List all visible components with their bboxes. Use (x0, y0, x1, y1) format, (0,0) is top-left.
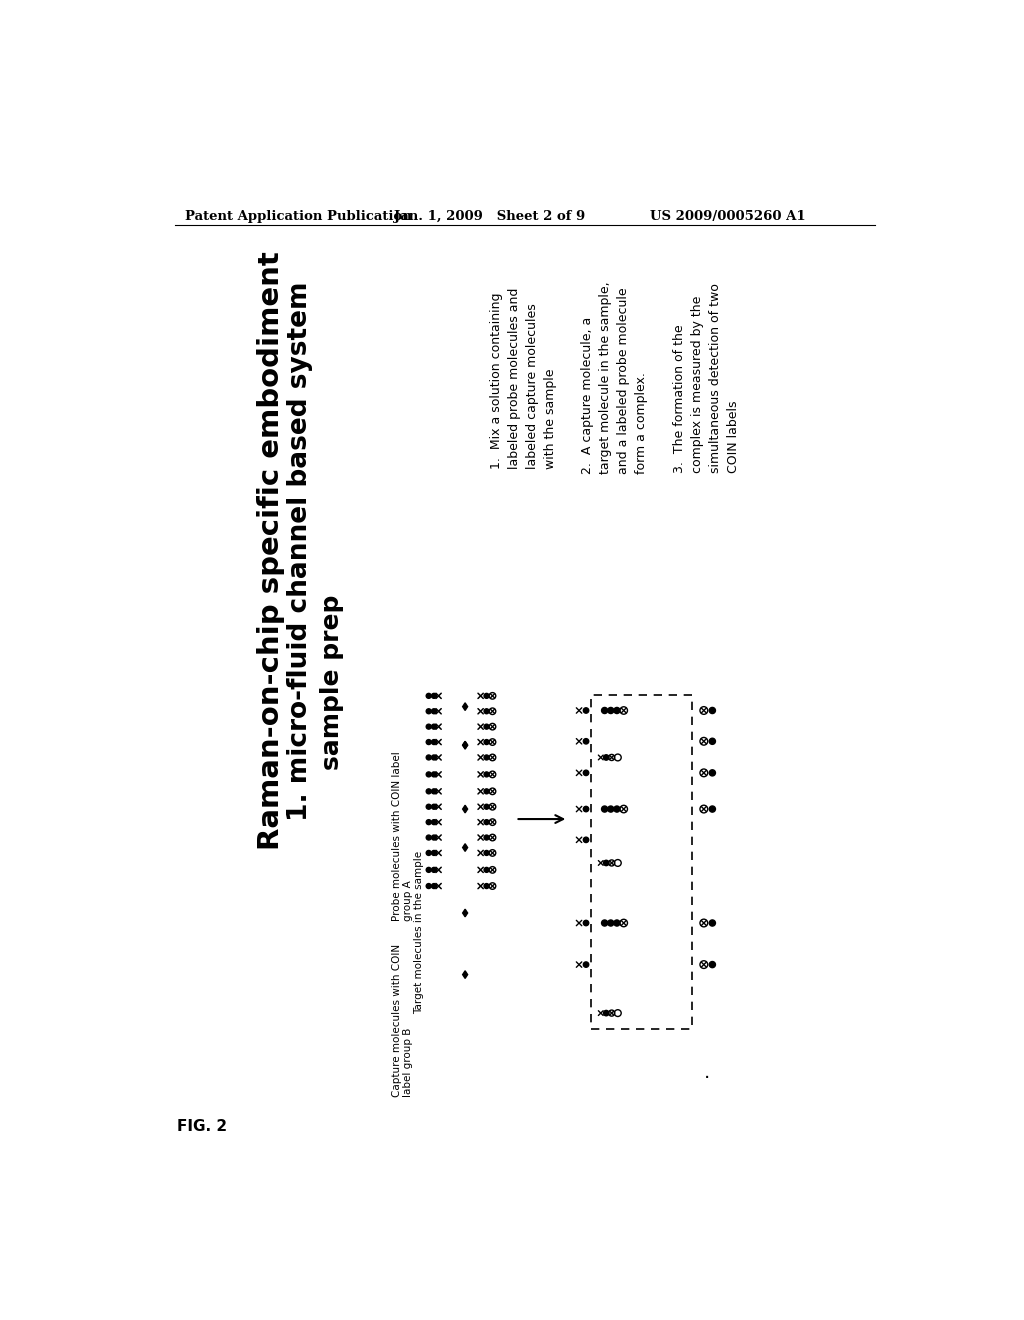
Circle shape (584, 807, 589, 812)
Circle shape (584, 739, 589, 744)
Polygon shape (463, 909, 468, 917)
Text: Capture molecules with COIN
label group B: Capture molecules with COIN label group … (391, 944, 413, 1097)
Bar (592, 696, 692, 1028)
Circle shape (613, 708, 620, 714)
Circle shape (426, 725, 431, 729)
Text: Jan. 1, 2009   Sheet 2 of 9: Jan. 1, 2009 Sheet 2 of 9 (394, 210, 585, 223)
Circle shape (426, 693, 431, 698)
Circle shape (426, 820, 431, 825)
Text: Probe molecules with COIN label
group A: Probe molecules with COIN label group A (391, 751, 413, 921)
Text: Target molecules in the sample: Target molecules in the sample (414, 850, 424, 1014)
Circle shape (426, 850, 431, 855)
Circle shape (426, 883, 431, 888)
Circle shape (484, 804, 489, 809)
Circle shape (584, 962, 589, 968)
Circle shape (484, 883, 489, 888)
Circle shape (484, 755, 489, 760)
Circle shape (431, 725, 436, 729)
Circle shape (484, 772, 489, 777)
Circle shape (584, 837, 589, 842)
Circle shape (484, 693, 489, 698)
Polygon shape (463, 702, 468, 710)
Circle shape (710, 807, 716, 812)
Polygon shape (463, 843, 468, 851)
Circle shape (431, 883, 436, 888)
Circle shape (613, 807, 620, 812)
Circle shape (710, 770, 716, 776)
Text: Patent Application Publication: Patent Application Publication (184, 210, 412, 223)
Text: 2.  A capture molecule, a
target molecule in the sample,
and a labeled probe mol: 2. A capture molecule, a target molecule… (582, 281, 648, 474)
Circle shape (431, 804, 436, 809)
Circle shape (431, 693, 436, 698)
Circle shape (613, 920, 620, 927)
Text: 1. micro-fluid channel based system: 1. micro-fluid channel based system (287, 281, 313, 821)
Circle shape (431, 755, 436, 760)
Polygon shape (463, 805, 468, 813)
Circle shape (710, 920, 716, 927)
Circle shape (484, 739, 489, 744)
Circle shape (484, 836, 489, 840)
Text: FIG. 2: FIG. 2 (177, 1119, 227, 1134)
Circle shape (426, 739, 431, 744)
Circle shape (431, 836, 436, 840)
Text: 1.  Mix a solution containing
labeled probe molecules and
labeled capture molecu: 1. Mix a solution containing labeled pro… (489, 288, 557, 469)
Circle shape (431, 820, 436, 825)
Circle shape (603, 861, 609, 866)
Polygon shape (463, 742, 468, 748)
Circle shape (601, 920, 607, 927)
Circle shape (484, 709, 489, 714)
Circle shape (426, 804, 431, 809)
Circle shape (710, 708, 716, 714)
Circle shape (426, 836, 431, 840)
Circle shape (431, 739, 436, 744)
Circle shape (603, 755, 609, 760)
Text: US 2009/0005260 A1: US 2009/0005260 A1 (649, 210, 805, 223)
Circle shape (426, 789, 431, 793)
Circle shape (710, 961, 716, 968)
Circle shape (426, 867, 431, 873)
Circle shape (601, 807, 607, 812)
Text: Raman-on-chip specific embodiment: Raman-on-chip specific embodiment (257, 252, 286, 850)
Circle shape (710, 738, 716, 744)
Circle shape (607, 920, 613, 927)
Circle shape (484, 850, 489, 855)
Circle shape (431, 867, 436, 873)
Circle shape (584, 708, 589, 713)
Circle shape (607, 807, 613, 812)
Circle shape (584, 920, 589, 925)
Circle shape (431, 850, 436, 855)
Circle shape (431, 789, 436, 793)
Circle shape (426, 709, 431, 714)
Circle shape (426, 772, 431, 777)
Text: 3.  The formation of the
complex is measured by the
simultaneous detection of tw: 3. The formation of the complex is measu… (674, 282, 740, 473)
Circle shape (484, 725, 489, 729)
Text: sample prep: sample prep (319, 594, 344, 770)
Circle shape (603, 1010, 609, 1016)
Circle shape (601, 708, 607, 714)
Circle shape (584, 770, 589, 776)
Circle shape (431, 772, 436, 777)
Circle shape (484, 820, 489, 825)
Polygon shape (463, 970, 468, 978)
Circle shape (484, 867, 489, 873)
Text: .: . (703, 1063, 710, 1082)
Circle shape (431, 709, 436, 714)
Circle shape (607, 708, 613, 714)
Circle shape (426, 755, 431, 760)
Circle shape (484, 789, 489, 793)
